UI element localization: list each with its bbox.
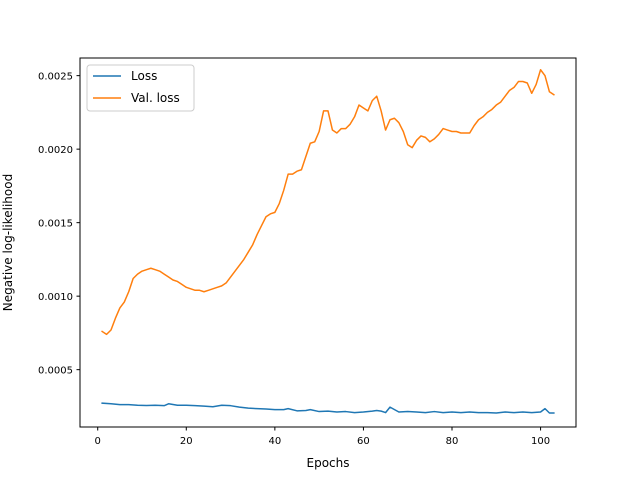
y-tick-label: 0.0025 [38, 72, 73, 83]
x-tick-label: 20 [180, 436, 193, 447]
series-line-val-loss [101, 69, 555, 336]
y-tick-label: 0.0010 [38, 292, 73, 303]
plot-area [79, 57, 577, 428]
x-tick-label: 0 [95, 436, 101, 447]
legend-label-val-loss: Val. loss [131, 91, 180, 105]
y-axis-label: Negative log-likelihood [1, 174, 15, 311]
x-tick-label: 100 [531, 436, 550, 447]
y-axis-ticks: 0.0005 0.0010 0.0015 0.0020 0.0025 [38, 72, 80, 377]
y-tick-label: 0.0005 [38, 366, 73, 377]
x-axis-ticks: 0 20 40 60 80 100 [95, 427, 550, 447]
axes-frame [79, 57, 577, 428]
x-tick-label: 80 [446, 436, 459, 447]
legend: Loss Val. loss [86, 64, 195, 112]
legend-label-loss: Loss [131, 69, 157, 83]
series-layer [101, 69, 555, 414]
x-tick-label: 60 [357, 436, 370, 447]
x-axis-label: Epochs [307, 456, 350, 470]
y-tick-label: 0.0015 [38, 219, 73, 230]
series-line-loss [101, 402, 555, 414]
x-tick-label: 40 [268, 436, 281, 447]
y-tick-label: 0.0020 [38, 145, 73, 156]
